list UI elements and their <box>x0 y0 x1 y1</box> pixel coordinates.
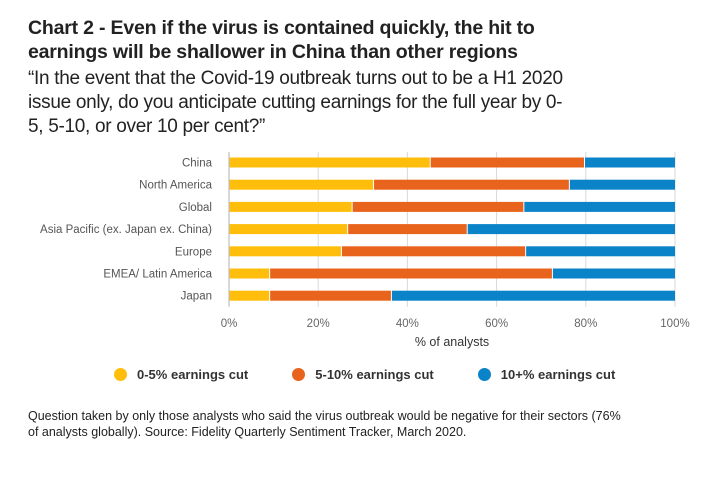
bar-segment <box>524 201 675 212</box>
bar-segment <box>229 268 270 279</box>
bar-segment <box>229 224 348 235</box>
legend-label: 0-5% earnings cut <box>137 367 249 382</box>
chart-subtitle-line-2: issue only, do you anticipate cutting ea… <box>28 92 563 113</box>
x-tick-label: 100% <box>660 318 689 330</box>
x-tick-labels: 0% 20% 40% 60% 80% 100% <box>221 318 690 330</box>
chart-subtitle: “In the event that the Covid-19 outbreak… <box>28 67 708 139</box>
legend: 0-5% earnings cut 5-10% earnings cut 10+% … <box>114 367 659 382</box>
x-tick-label: 40% <box>396 318 419 330</box>
bar-segment <box>341 246 526 257</box>
legend-item: 0-5% earnings cut <box>114 367 248 382</box>
footnote: Question taken by only those analysts wh… <box>28 408 720 440</box>
category-label: China <box>182 158 213 170</box>
bar-segment <box>374 179 569 190</box>
bar-segment <box>585 157 675 168</box>
bar-segment <box>270 268 552 279</box>
legend-item: 5-10% earnings cut <box>292 367 434 382</box>
legend-label: 5-10% earnings cut <box>315 367 434 382</box>
category-label: EMEA/ Latin America <box>103 269 212 281</box>
footnote-line-1: Question taken by only those analysts wh… <box>28 409 621 423</box>
bar-segment <box>467 224 675 235</box>
legend-item: 10+% earnings cut <box>477 367 616 382</box>
stacked-bar-chart: China North America Global Asia Pacific (ex… <box>40 152 690 349</box>
bar-segment <box>270 290 391 301</box>
x-tick-label: 0% <box>221 318 238 330</box>
chart-title: Chart 2 - Even if the virus is contained… <box>28 16 708 64</box>
bar-segment <box>391 290 675 301</box>
category-label: North America <box>139 180 212 192</box>
bar-segment <box>229 290 270 301</box>
x-axis-label: % of analysts <box>415 335 489 349</box>
category-label: Asia Pacific (ex. Japan ex. China) <box>40 224 212 236</box>
chart-subtitle-line-1: “In the event that the Covid-19 outbreak… <box>28 68 563 89</box>
category-label: Japan <box>181 291 212 303</box>
category-label: Global <box>179 202 212 214</box>
bar-segment <box>229 179 374 190</box>
bar-segment <box>552 268 675 279</box>
x-tick-label: 60% <box>485 318 508 330</box>
bar-segment <box>229 201 352 212</box>
legend-dot-icon <box>292 368 306 381</box>
bar-segment <box>348 224 467 235</box>
x-tick-label: 80% <box>574 318 597 330</box>
category-labels: China North America Global Asia Pacific (ex… <box>40 158 213 303</box>
bars <box>229 157 675 301</box>
chart-subtitle-line-3: 5, 5-10, or over 10 per cent?” <box>28 116 266 137</box>
footnote-line-2: of analysts globally). Source: Fidelity … <box>28 425 467 439</box>
bar-segment <box>352 201 524 212</box>
bar-segment <box>526 246 675 257</box>
legend-dot-icon <box>114 368 127 381</box>
chart-title-line-2: earnings will be shallower in China than… <box>28 41 518 63</box>
bar-segment <box>229 157 430 168</box>
chart-title-line-1: Chart 2 - Even if the virus is contained… <box>28 17 535 39</box>
bar-segment <box>569 179 675 190</box>
legend-label: 10+% earnings cut <box>500 367 616 382</box>
x-tick-label: 20% <box>307 318 330 330</box>
bar-segment <box>229 246 341 257</box>
legend-dot-icon <box>477 368 491 381</box>
category-label: Europe <box>175 246 212 258</box>
bar-segment <box>430 157 585 168</box>
